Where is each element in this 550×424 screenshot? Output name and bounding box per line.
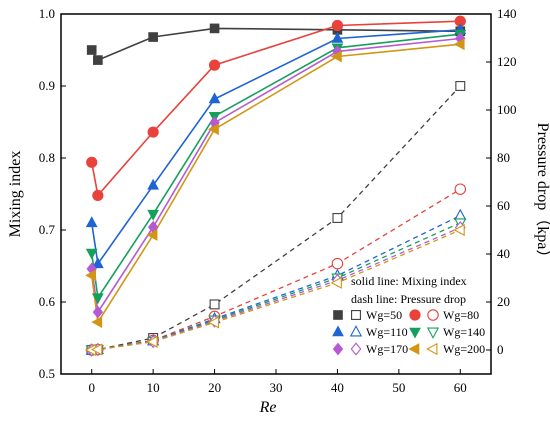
legend-label: Wg=200 (443, 342, 485, 356)
y-left-tick-label: 0.8 (39, 150, 55, 165)
legend-marker-open (350, 342, 362, 356)
y-left-tick-label: 0.9 (39, 78, 55, 93)
mixing-point-wg-50 (93, 55, 103, 65)
y-left-tick-label: 0.6 (39, 294, 56, 309)
mixing-point-wg-110 (91, 257, 104, 269)
legend-marker-open (349, 325, 363, 337)
pressure-line-wg-50 (91, 85, 461, 351)
mixing-point-wg-50 (148, 32, 158, 42)
mixing-point-wg-50 (86, 45, 97, 55)
y-left-tick-label: 1.0 (39, 6, 55, 21)
x-tick-label: 40 (331, 380, 344, 395)
legend-marker-filled (408, 343, 420, 355)
x-tick-label: 30 (270, 380, 283, 395)
pressure-drop-lines (91, 85, 461, 351)
pressure-point-wg-50 (332, 213, 343, 223)
legend-label: Wg=110 (366, 325, 408, 339)
legend-label: Wg=50 (366, 308, 402, 322)
y-right-tick-label: 100 (497, 102, 517, 117)
note-solid-line: solid line: Mixing index (351, 274, 467, 288)
mixing-point-wg-200 (453, 38, 465, 51)
x-tick-label: 50 (392, 380, 405, 395)
mixing-point-wg-200 (208, 123, 219, 136)
axis-ticks: 0 10 20 30 40 50 60 0.5 0.6 0.7 0.8 0.9 1.0 0 20 40 60 80… (39, 6, 517, 395)
legend-marker-open (427, 309, 439, 321)
mixing-point-wg-110 (85, 216, 98, 228)
mixing-point-wg-110 (147, 178, 160, 190)
mixing-point-wg-110 (208, 92, 221, 104)
legend-marker-open (426, 342, 438, 356)
mixing-point-wg-140 (85, 248, 98, 260)
y-right-tick-label: 80 (497, 150, 510, 165)
mixing-point-wg-200 (146, 229, 158, 241)
pressure-line-wg-140 (91, 222, 461, 351)
pressure-point-wg-200 (90, 343, 103, 356)
mixing-point-wg-200 (85, 269, 97, 282)
data-markers (84, 15, 467, 357)
y-right-tick-label: 20 (497, 294, 510, 309)
legend-marker-filled (409, 327, 421, 339)
mixing-point-wg-80 (331, 19, 344, 32)
x-tick-label: 20 (208, 380, 221, 395)
y-right-tick-label: 0 (497, 342, 504, 357)
pressure-point-wg-200 (146, 335, 158, 348)
pressure-line-wg-170 (91, 227, 461, 351)
note-dash-line: dash line: Pressure drop (351, 292, 466, 306)
pressure-point-wg-80 (331, 257, 344, 270)
x-tick-label: 60 (454, 380, 467, 395)
mixing-line-wg-110 (90, 29, 461, 266)
mixing-line-wg-170 (90, 37, 461, 315)
pressure-point-wg-50 (455, 81, 466, 91)
y-right-tick-label: 60 (497, 198, 510, 213)
y-left-tick-label: 0.5 (39, 366, 55, 381)
pressure-point-wg-50 (209, 299, 220, 310)
y-right-tick-label: 140 (497, 6, 517, 21)
y-left-tick-label: 0.7 (39, 222, 56, 237)
legend-label: Wg=80 (443, 308, 479, 322)
mixing-line-wg-80 (90, 20, 461, 198)
x-axis-title: Re (259, 399, 277, 416)
mixing-point-wg-80 (147, 126, 159, 138)
mixing-point-wg-80 (86, 156, 98, 168)
pressure-line-wg-110 (91, 215, 461, 351)
mixing-point-wg-140 (147, 209, 160, 221)
x-tick-label: 10 (147, 380, 160, 395)
y-axis-right-title: Pressure drop（kpa） (534, 123, 550, 266)
mixing-point-wg-80 (208, 59, 221, 71)
pressure-point-wg-200 (207, 316, 220, 329)
legend: Wg=50 Wg=80 Wg=110 Wg=140 Wg=170 Wg=200 (332, 308, 485, 356)
y-axis-left-title: Mixing index (7, 151, 24, 238)
mixing-point-wg-170 (92, 305, 104, 319)
legend-marker-filled (333, 310, 343, 320)
y-right-tick-label: 120 (497, 54, 517, 69)
mixing-point-wg-110 (331, 31, 344, 43)
mixing-point-wg-140 (91, 293, 104, 305)
legend-marker-open (351, 310, 361, 320)
pressure-point-wg-110 (454, 208, 467, 221)
legend-marker-filled (332, 325, 344, 337)
x-tick-label: 0 (88, 380, 95, 395)
pressure-point-wg-80 (454, 183, 467, 195)
y-right-tick-label: 40 (497, 246, 510, 261)
legend-marker-filled (409, 309, 421, 321)
legend-label: Wg=140 (443, 325, 485, 339)
mixing-point-wg-80 (92, 189, 104, 202)
mixing-point-wg-200 (91, 316, 103, 329)
mixing-point-wg-200 (330, 50, 342, 63)
legend-label: Wg=170 (366, 342, 408, 356)
pressure-point-wg-200 (453, 223, 465, 237)
pressure-point-wg-200 (330, 276, 342, 289)
pressure-line-wg-200 (91, 229, 461, 351)
mixing-line-wg-140 (90, 33, 461, 300)
mixing-point-wg-50 (209, 23, 220, 34)
legend-marker-filled (332, 342, 344, 356)
legend-marker-open (426, 327, 440, 339)
